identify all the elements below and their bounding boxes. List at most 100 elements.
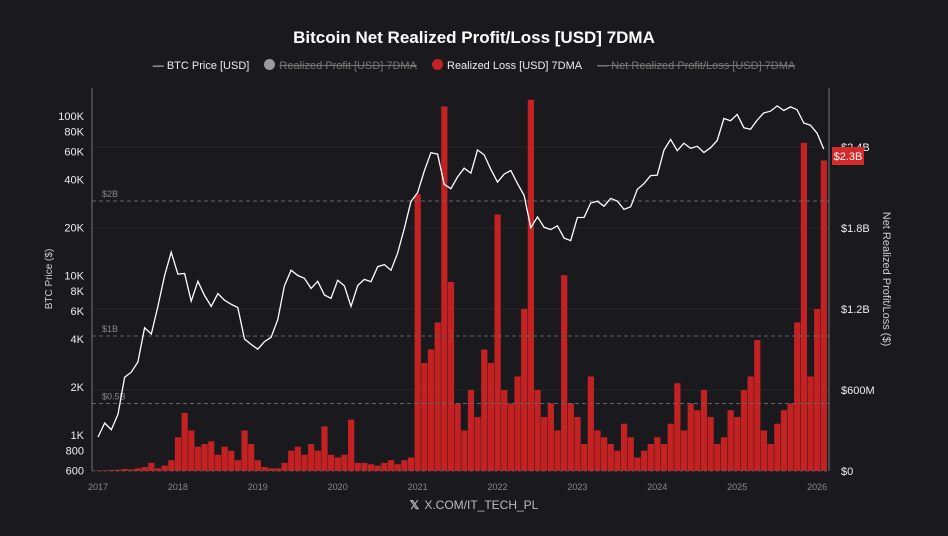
left-tick-label: 60K — [64, 146, 84, 158]
realized-loss-bar — [394, 464, 401, 471]
realized-loss-bar — [820, 160, 827, 471]
left-tick-label: 100K — [58, 111, 84, 123]
realized-loss-bar — [427, 349, 435, 471]
realized-loss-bar — [141, 466, 148, 471]
realized-loss-bar — [654, 437, 661, 471]
legend-label: Realized Profit [USD] 7DMA — [279, 60, 417, 72]
realized-loss-bar — [640, 450, 648, 471]
realized-loss-bar — [401, 460, 408, 471]
realized-loss-bar — [374, 465, 381, 471]
realized-loss-bar — [554, 430, 561, 471]
realized-loss-bar — [687, 403, 694, 471]
realized-loss-bar — [494, 214, 501, 471]
realized-loss-bar — [754, 340, 761, 471]
realized-loss-bar — [301, 454, 308, 471]
realized-loss-bar — [581, 444, 588, 471]
legend-item-net-realized[interactable]: — Net Realized Profit/Loss [USD] 7DMA — [597, 60, 796, 72]
realized-loss-bar — [561, 275, 568, 471]
realized-loss-bar — [174, 437, 182, 471]
x-tick-label: 2018 — [168, 482, 188, 492]
realized-loss-bar — [241, 430, 248, 471]
last-value-tag — [832, 147, 864, 165]
left-tick-label: 6K — [71, 306, 85, 318]
watermark-text: X.COM/IT_TECH_PL — [424, 498, 539, 512]
realized-loss-bar — [161, 465, 168, 471]
realized-loss-bar — [381, 462, 388, 471]
left-tick-label: 2K — [71, 382, 85, 394]
realized-loss-bar — [314, 450, 321, 471]
realized-loss-bar — [461, 430, 468, 471]
realized-loss-bar — [474, 417, 481, 471]
realized-loss-bar — [128, 469, 135, 471]
x-tick-label: 2025 — [727, 482, 747, 492]
x-logo-icon: 𝕏 — [409, 498, 420, 512]
legend-item-btc-price[interactable]: — BTC Price [USD] — [152, 60, 250, 72]
realized-loss-bar — [121, 468, 128, 471]
realized-loss-bar — [521, 309, 528, 471]
right-axis-title: Net Realized Profit/Loss ($) — [880, 212, 892, 347]
legend-item-realized-profit[interactable]: Realized Profit [USD] 7DMA — [264, 59, 417, 72]
realized-loss-bar — [407, 457, 415, 471]
realized-loss-bar — [328, 454, 335, 471]
realized-loss-bar — [541, 417, 548, 471]
reference-line-label: $1B — [102, 324, 118, 334]
realized-loss-bar — [434, 322, 441, 471]
realized-loss-bar — [288, 450, 295, 471]
realized-loss-bar — [234, 460, 242, 471]
left-tick-label: 600 — [66, 465, 84, 477]
realized-loss-bar — [281, 462, 288, 471]
legend-label: Realized Loss [USD] 7DMA — [447, 60, 583, 72]
legend-item-realized-loss[interactable]: Realized Loss [USD] 7DMA — [432, 59, 582, 72]
realized-loss-bar — [421, 363, 428, 471]
realized-loss-bar — [181, 412, 188, 471]
realized-loss-bar — [481, 349, 488, 471]
chart-title: Bitcoin Net Realized Profit/Loss [USD] 7… — [293, 28, 655, 47]
realized-loss-bar — [614, 450, 621, 471]
realized-loss-bar — [567, 403, 574, 471]
left-tick-label: 4K — [71, 334, 85, 346]
realized-loss-bar — [294, 446, 301, 471]
realized-loss-bar — [594, 430, 601, 471]
realized-loss-bar — [507, 403, 515, 471]
left-tick-label: 10K — [64, 271, 84, 283]
btc-price-line — [97, 105, 825, 438]
realized-loss-bar — [268, 468, 275, 471]
realized-loss-bar — [767, 444, 774, 471]
right-tick-label: $600M — [841, 385, 875, 397]
realized-loss-bar — [760, 430, 768, 471]
legend-label: BTC Price [USD] — [166, 60, 250, 72]
realized-loss-bar — [627, 437, 634, 471]
realized-loss-bar — [114, 469, 122, 471]
realized-loss-bar — [774, 423, 781, 471]
left-axis-title: BTC Price ($) — [44, 249, 55, 310]
realized-loss-bar — [308, 444, 315, 471]
watermark: 𝕏 X.COM/IT_TECH_PL — [0, 498, 948, 512]
realized-loss-bar — [680, 430, 688, 471]
x-tick-label: 2020 — [328, 482, 348, 492]
realized-loss-bar — [674, 383, 681, 471]
realized-loss-bar — [274, 468, 281, 471]
realized-loss-bar — [787, 403, 794, 471]
realized-loss-bar — [334, 457, 341, 471]
x-tick-label: 2026 — [807, 482, 827, 492]
realized-loss-bar — [547, 403, 554, 471]
realized-loss-bar — [647, 444, 654, 471]
left-tick-label: 1K — [71, 430, 85, 442]
x-tick-label: 2024 — [647, 482, 667, 492]
realized-loss-bar — [228, 450, 235, 471]
realized-loss-bar — [800, 142, 807, 471]
realized-loss-bar — [467, 390, 475, 471]
realized-loss-bar — [734, 417, 741, 471]
left-tick-label: 80K — [64, 126, 84, 138]
realized-loss-bar — [194, 446, 202, 471]
realized-loss-bar — [134, 468, 142, 471]
realized-loss-bar — [361, 462, 368, 471]
realized-loss-bar — [514, 376, 521, 471]
realized-loss-bar — [794, 322, 801, 471]
realized-loss-bar — [414, 194, 421, 471]
realized-loss-bar — [807, 376, 814, 471]
legend: — BTC Price [USD] Realized Profit [USD] … — [0, 59, 948, 72]
realized-loss-bar — [607, 444, 614, 471]
realized-loss-bar — [707, 417, 714, 471]
realized-loss-bar — [154, 468, 162, 471]
